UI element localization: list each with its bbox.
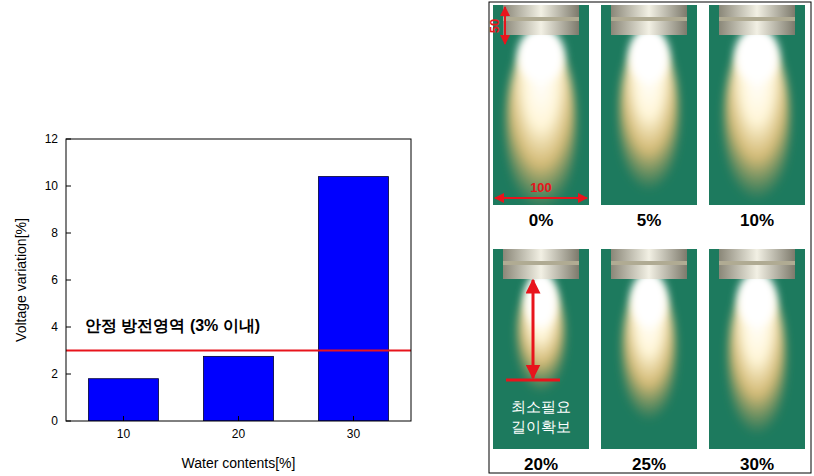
y-tick xyxy=(66,280,71,281)
reference-label: 안정 방전영역 (3% 이내) xyxy=(85,317,260,334)
x-tick-label: 10 xyxy=(117,427,131,441)
flame-core xyxy=(735,27,779,83)
dimension-arrow xyxy=(504,7,506,44)
photo-label: 30% xyxy=(740,455,774,474)
photo-content xyxy=(601,5,697,205)
x-tick xyxy=(123,416,124,421)
photo-label: 0% xyxy=(529,211,554,230)
root: 0 2 4 6 8 10 12 10 20 30 Water contents[%] Voltage … xyxy=(0,0,814,476)
length-bar xyxy=(506,379,560,382)
page: 0 2 4 6 8 10 12 10 20 30 Water contents[%] Voltage … xyxy=(0,0,814,476)
y-tick-label: 10 xyxy=(45,179,59,193)
y-tick-label: 2 xyxy=(51,367,58,381)
photo-label: 25% xyxy=(632,455,666,474)
nozzle-band xyxy=(719,261,795,265)
photo xyxy=(709,5,805,210)
marks xyxy=(66,177,411,421)
photo-content xyxy=(709,249,805,449)
nozzle xyxy=(611,249,687,279)
photo xyxy=(493,5,589,220)
flame-core xyxy=(738,271,777,327)
nozzle xyxy=(719,249,795,279)
background xyxy=(601,249,697,449)
photo-label: 10% xyxy=(740,211,774,230)
x-tick-label: 30 xyxy=(347,427,361,441)
flame-core xyxy=(518,27,565,83)
nozzle xyxy=(719,5,795,35)
y-axis-label: Voltage variation[%] xyxy=(13,218,29,342)
x-tick-label: 20 xyxy=(232,427,246,441)
length-arrow xyxy=(532,280,535,378)
photo-label: 5% xyxy=(637,211,662,230)
dimension-arrow xyxy=(495,197,587,199)
nozzle-band xyxy=(611,17,687,21)
photo xyxy=(493,249,589,449)
photo xyxy=(601,249,697,449)
annotation: 길이확보 xyxy=(511,418,571,435)
y-tick xyxy=(66,233,71,234)
plot-frame xyxy=(66,139,411,421)
background xyxy=(601,5,697,205)
photo-content xyxy=(601,249,697,449)
photo-content xyxy=(493,5,589,205)
flame-core xyxy=(631,271,667,327)
y-tick xyxy=(66,186,71,187)
bar xyxy=(319,177,389,421)
photo-label: 20% xyxy=(524,455,558,474)
nozzle-band xyxy=(719,17,795,21)
x-tick xyxy=(238,416,239,421)
y-tick-label: 12 xyxy=(45,132,59,146)
nozzle-band xyxy=(611,261,687,265)
photo-content xyxy=(493,249,589,449)
y-tick xyxy=(66,421,71,422)
nozzle-band xyxy=(503,261,579,265)
x-axis-label: Water contents[%] xyxy=(182,455,296,471)
nozzle xyxy=(503,5,579,35)
y-tick xyxy=(66,327,71,328)
photo-content xyxy=(709,5,805,205)
height-label: 50 xyxy=(487,19,502,33)
y-tick xyxy=(66,374,71,375)
photo-frame xyxy=(489,2,811,473)
nozzle xyxy=(611,5,687,35)
flame-core xyxy=(525,271,557,327)
reference-line xyxy=(66,350,411,352)
width-label: 100 xyxy=(530,180,552,195)
background xyxy=(709,249,805,449)
y-tick-label: 8 xyxy=(51,226,58,240)
nozzle xyxy=(503,249,579,279)
y-tick xyxy=(66,139,71,140)
y-tick-label: 4 xyxy=(51,320,58,334)
background xyxy=(493,249,589,449)
bar xyxy=(204,356,274,421)
photo xyxy=(601,5,697,205)
flame-core xyxy=(629,27,669,83)
bar xyxy=(89,379,159,421)
y-tick-label: 0 xyxy=(51,414,58,428)
nozzle-band xyxy=(503,17,579,21)
x-tick xyxy=(353,416,354,421)
annotation: 최소필요 xyxy=(511,398,571,415)
y-tick-label: 6 xyxy=(51,273,58,287)
photo xyxy=(709,249,805,449)
